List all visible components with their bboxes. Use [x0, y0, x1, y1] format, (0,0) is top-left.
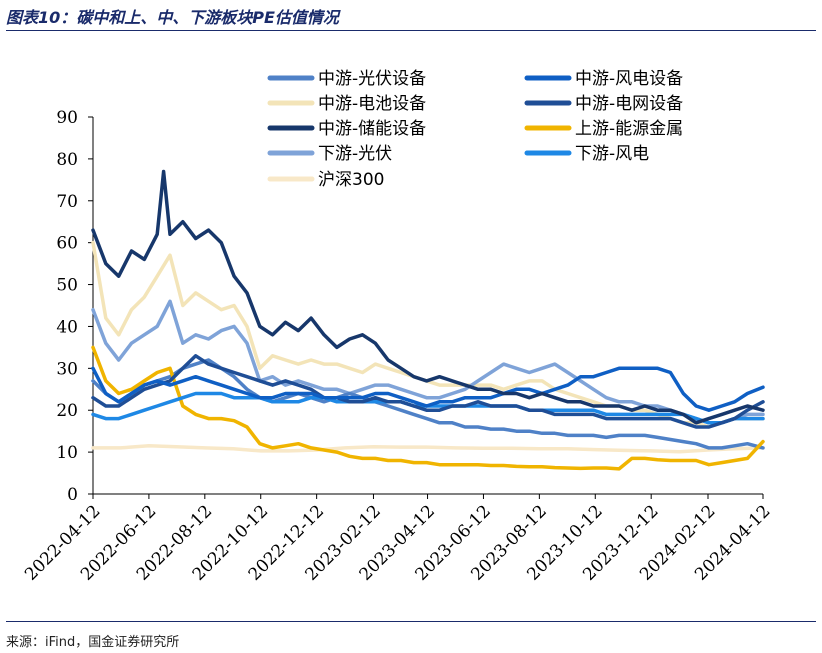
source-note: 来源：iFind，国金证券研究所: [6, 635, 180, 650]
legend-label: 上游-能源金属: [575, 119, 683, 139]
y-tick-label: 80: [56, 150, 78, 170]
series-line-4: [91, 169, 765, 425]
series-line-8: [91, 444, 765, 454]
y-tick-label: 0: [67, 485, 78, 505]
y-tick-label: 60: [56, 234, 78, 254]
legend-label: 中游-风电设备: [575, 69, 683, 89]
axes-group: 01020304050607080902022-04-122022-06-122…: [21, 108, 774, 585]
legend-label: 沪深300: [318, 170, 384, 190]
y-tick-label: 90: [56, 108, 78, 128]
y-tick-label: 40: [56, 317, 78, 337]
y-tick-label: 10: [56, 443, 78, 463]
series-line-3: [91, 354, 765, 429]
top-divider: [6, 30, 816, 31]
legend-label: 中游-光伏设备: [318, 69, 426, 89]
y-tick-label: 30: [56, 359, 78, 379]
legend-label: 中游-储能设备: [318, 119, 426, 139]
y-tick-label: 20: [56, 401, 78, 421]
series-line-1: [91, 366, 765, 412]
series-group: [91, 169, 765, 471]
bottom-divider: [6, 621, 816, 622]
y-tick-label: 50: [56, 276, 78, 296]
legend-label: 下游-风电: [575, 144, 649, 164]
chart-title: 图表10：碳中和上、中、下游板块PE估值情况: [6, 8, 339, 27]
series-line-5: [91, 345, 765, 471]
legend-label: 中游-电网设备: [575, 94, 683, 114]
y-tick-label: 70: [56, 192, 78, 212]
legend-label: 中游-电池设备: [318, 94, 426, 114]
legend-label: 下游-光伏: [318, 144, 392, 164]
